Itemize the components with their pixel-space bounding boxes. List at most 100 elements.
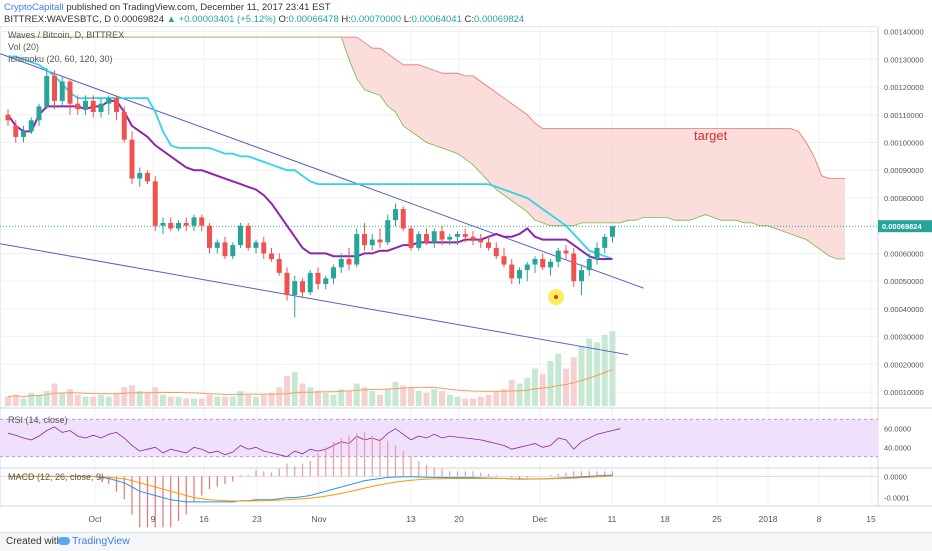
x-tick-label: 11 [608,514,617,524]
candle-body [36,106,42,121]
high-value: 0.00070000 [350,14,402,25]
chart-texts: Waves / Bitcoin, D, BITTREX Vol (20) Ich… [8,30,728,482]
close-value: 0.00069824 [474,14,525,25]
high-label: H: [341,14,351,25]
author-link[interactable]: CryptoCapitall [4,2,64,13]
rsi-pane [0,418,878,458]
volume-bar [5,396,11,406]
candle-body [307,272,313,293]
macd-tick-label: -0.0001 [884,494,909,503]
publish-line: CryptoCapitall published on TradingView.… [4,2,331,13]
price-label-text: 0.00069824 [882,222,922,231]
volume-bar [36,394,42,406]
ohlc-line: BITTREX:WAVESBTC, D 0.00069824 ▲ +0.0000… [4,14,524,25]
candle-body [292,281,298,296]
volume-bar [268,392,275,406]
volume-bar [245,394,252,406]
volume-bar [43,391,50,406]
volume-bar [601,334,608,406]
volume-bar [586,338,593,406]
symbol-label: BITTREX:WAVESBTC, D [4,14,112,25]
y-tick-label: 0.00090000 [884,166,924,175]
cloud-fill [8,37,845,259]
open-label: O: [278,14,289,25]
candle-body [400,209,406,229]
candle-body [114,98,119,112]
candles [5,67,615,318]
rsi-tick-label: 40.0000 [884,443,911,452]
y-tick-label: 0.00110000 [884,111,923,120]
volume-bar [82,396,89,406]
volume-bar [415,391,422,406]
y-tick-label: 0.00030000 [884,333,924,342]
volume-bar [214,396,221,406]
y-tick-label: 0.00080000 [884,194,924,203]
candle-body [610,226,615,237]
candle-body [377,239,383,243]
candle-body [28,120,34,132]
candle-body [13,125,19,137]
volume-bar [237,391,244,406]
volume-bars [5,331,616,406]
chart-area[interactable]: Oct 9 16 23 Nov 13 20 Dec 11 18 25 2018 8 15 0.0014000… [0,25,932,537]
volume-bar [539,374,546,406]
candle-body [207,225,212,248]
volume-bar [315,391,321,406]
candle-body [152,181,158,226]
volume-bar [578,346,585,406]
volume-bar [431,389,438,406]
candle-body [121,111,127,140]
volume-bar [152,387,159,406]
candle-body [517,270,522,279]
candle-body [509,264,515,279]
tradingview-logo-text[interactable]: TradingView [72,535,130,547]
x-tick-label: 16 [199,514,209,524]
volume-bar [462,398,469,406]
candle-body [602,236,608,248]
target-annotation: target [694,128,728,143]
x-tick-label: 8 [817,514,822,524]
volume-bar [384,389,391,406]
volume-bar [229,396,236,406]
candle-body [424,234,429,243]
x-tick-label: 18 [660,514,670,524]
volume-bar [74,394,81,406]
volume-bar [609,331,616,406]
legend-ichimoku: Ichimoku (20, 60, 120, 30) [8,54,113,64]
volume-bar [594,342,600,406]
volume-bar [98,394,104,406]
volume-bar [276,387,283,406]
candle-body [563,250,569,254]
volume-bar [121,387,128,406]
volume-bar [12,394,19,406]
candle-body [470,236,476,240]
volume-bar [299,383,306,406]
price-chart-svg[interactable]: Oct 9 16 23 Nov 13 20 Dec 11 18 25 2018 8 15 0.0014000… [0,25,932,532]
x-tick-label: Nov [311,514,327,524]
low-label: L: [403,14,412,25]
candle-body [21,131,26,137]
candle-body [52,75,57,101]
volume-ma-line [7,368,613,398]
volume-bar [51,383,58,406]
volume-bar [222,396,228,406]
ichimoku-cloud [8,36,845,260]
x-tick-label: 23 [252,514,262,524]
leading-span-b [8,36,845,260]
candle-body [230,245,236,257]
close-label: C: [464,14,475,25]
candle-body [416,234,422,248]
candle-body [331,267,336,279]
volume-bar [439,391,445,406]
y-tick-label: 0.00120000 [884,83,924,92]
volume-bar [291,372,298,406]
volume-bar [330,394,337,406]
x-tick-label: 15 [866,514,876,524]
volume-bar [20,398,27,406]
candle-body [67,81,73,104]
volume-bar [206,394,213,406]
volume-bar [346,391,352,406]
trend-lines [0,53,644,356]
x-tick-label: 20 [454,514,464,524]
volume-bar [105,396,112,406]
